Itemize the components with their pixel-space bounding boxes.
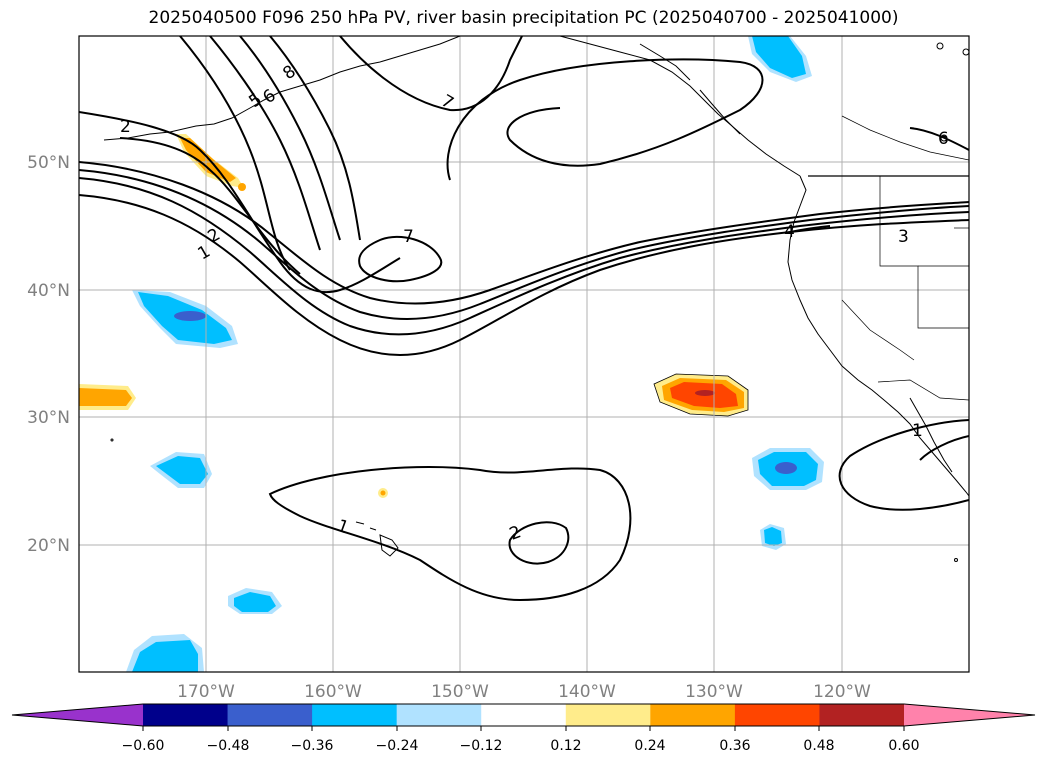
lat-label: 50°N: [27, 153, 70, 173]
gridlines: [79, 36, 969, 672]
colorbar-tick-label: −0.36: [291, 738, 334, 754]
lat-label: 20°N: [27, 536, 70, 556]
colorbar-tick-label: 0.48: [803, 738, 834, 754]
colorbar-tick-label: 0.36: [719, 738, 750, 754]
lon-label: 150°W: [431, 682, 489, 702]
contour-label: 4: [784, 222, 795, 242]
colorbar-segment: [481, 704, 567, 726]
colorbar-tick-label: 0.60: [888, 738, 919, 754]
colorbar-extend-low: [12, 704, 143, 726]
colorbar-tick-label: −0.48: [207, 738, 250, 754]
colorbar-segment: [143, 704, 229, 726]
colorbar-extend-high: [904, 704, 1035, 726]
lon-label: 160°W: [304, 682, 362, 702]
colorbar-tick-label: 0.12: [550, 738, 581, 754]
contour-label: 1: [912, 421, 923, 441]
colorbar-segment: [396, 704, 482, 726]
colorbar-segments: [12, 704, 1035, 726]
colorbar-ticks: −0.60 −0.48 −0.36 −0.24 −0.12 0.12 0.24 …: [122, 726, 920, 754]
contour-label: 7: [403, 227, 414, 247]
colorbar: −0.60 −0.48 −0.36 −0.24 −0.12 0.12 0.24 …: [11, 703, 1036, 754]
lat-label: 30°N: [27, 408, 70, 428]
colorbar-segment: [734, 704, 820, 726]
lat-label: 40°N: [27, 281, 70, 301]
lon-label: 120°W: [813, 682, 871, 702]
colorbar-tick-label: 0.24: [634, 738, 665, 754]
colorbar-segment: [819, 704, 905, 726]
colorbar-tick-label: −0.12: [460, 738, 503, 754]
colorbar-segment: [227, 704, 313, 726]
colorbar-segment: [565, 704, 651, 726]
lon-label: 140°W: [558, 682, 616, 702]
colorbar-tick-label: −0.24: [376, 738, 419, 754]
lon-label: 130°W: [685, 682, 743, 702]
colorbar-segment: [650, 704, 736, 726]
contour-label: 2: [120, 117, 131, 137]
contour-label: 3: [898, 227, 909, 247]
contour-label: 6: [938, 129, 949, 149]
map-title: 2025040500 F096 250 hPa PV, river basin …: [148, 8, 899, 28]
map-plot-area: 2 1 2 5 6 8 7 7 4 3 6 1 2 1: [79, 36, 969, 672]
colorbar-tick-label: −0.60: [122, 738, 165, 754]
latitude-labels: 50°N 40°N 30°N 20°N: [27, 153, 70, 556]
lon-label: 170°W: [177, 682, 235, 702]
pv-contours: [79, 36, 969, 602]
plot-frame: [78, 35, 970, 673]
longitude-labels: 170°W 160°W 150°W 140°W 130°W 120°W: [177, 682, 871, 702]
colorbar-segment: [312, 704, 398, 726]
precip-shading: [79, 36, 824, 672]
